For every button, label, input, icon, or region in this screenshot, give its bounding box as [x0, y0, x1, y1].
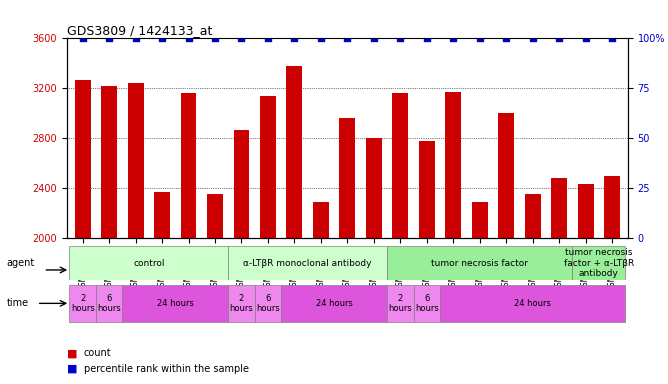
- Point: [554, 35, 564, 41]
- Bar: [207, 194, 223, 384]
- Text: 24 hours: 24 hours: [157, 299, 194, 308]
- Bar: [180, 93, 196, 384]
- Point: [395, 35, 405, 41]
- Bar: [419, 141, 435, 384]
- Bar: [578, 184, 593, 384]
- FancyBboxPatch shape: [69, 285, 96, 322]
- Text: 24 hours: 24 hours: [514, 299, 551, 308]
- Point: [130, 35, 141, 41]
- Point: [263, 35, 273, 41]
- FancyBboxPatch shape: [387, 247, 572, 280]
- FancyBboxPatch shape: [413, 285, 440, 322]
- FancyBboxPatch shape: [281, 285, 387, 322]
- Point: [474, 35, 485, 41]
- FancyBboxPatch shape: [96, 285, 122, 322]
- FancyBboxPatch shape: [440, 285, 625, 322]
- Bar: [287, 66, 303, 384]
- Bar: [313, 202, 329, 384]
- Text: 2
hours: 2 hours: [388, 294, 412, 313]
- Point: [183, 35, 194, 41]
- FancyBboxPatch shape: [255, 285, 281, 322]
- Text: tumor necrosis factor: tumor necrosis factor: [432, 258, 528, 268]
- Bar: [339, 118, 355, 384]
- FancyBboxPatch shape: [228, 247, 387, 280]
- Text: agent: agent: [7, 258, 35, 268]
- Text: percentile rank within the sample: percentile rank within the sample: [84, 364, 248, 374]
- FancyBboxPatch shape: [69, 247, 228, 280]
- Text: 6
hours: 6 hours: [98, 294, 121, 313]
- Point: [342, 35, 353, 41]
- Point: [580, 35, 591, 41]
- FancyBboxPatch shape: [122, 285, 228, 322]
- Point: [210, 35, 220, 41]
- Bar: [392, 93, 408, 384]
- Text: time: time: [7, 298, 29, 308]
- Bar: [260, 96, 276, 384]
- Point: [369, 35, 379, 41]
- Point: [77, 35, 88, 41]
- Bar: [366, 138, 382, 384]
- FancyBboxPatch shape: [228, 285, 255, 322]
- Text: α-LTβR monoclonal antibody: α-LTβR monoclonal antibody: [243, 258, 372, 268]
- FancyBboxPatch shape: [387, 285, 413, 322]
- Point: [501, 35, 512, 41]
- Text: tumor necrosis
factor + α-LTβR
antibody: tumor necrosis factor + α-LTβR antibody: [564, 248, 634, 278]
- Bar: [128, 83, 144, 384]
- Bar: [524, 194, 540, 384]
- Text: ■: ■: [67, 348, 77, 358]
- FancyBboxPatch shape: [572, 247, 625, 280]
- Bar: [551, 178, 567, 384]
- Text: count: count: [84, 348, 111, 358]
- Text: 24 hours: 24 hours: [316, 299, 353, 308]
- Point: [104, 35, 114, 41]
- Text: 2
hours: 2 hours: [230, 294, 253, 313]
- Bar: [75, 79, 91, 384]
- Text: 6
hours: 6 hours: [256, 294, 280, 313]
- Text: control: control: [133, 258, 164, 268]
- Bar: [498, 113, 514, 384]
- Bar: [234, 129, 249, 384]
- Point: [315, 35, 326, 41]
- Bar: [102, 86, 117, 384]
- Point: [607, 35, 617, 41]
- Point: [236, 35, 247, 41]
- Text: GDS3809 / 1424133_at: GDS3809 / 1424133_at: [67, 24, 212, 37]
- Point: [289, 35, 300, 41]
- Bar: [154, 192, 170, 384]
- Point: [448, 35, 458, 41]
- Bar: [446, 92, 461, 384]
- Text: 6
hours: 6 hours: [415, 294, 439, 313]
- Text: ■: ■: [67, 364, 77, 374]
- Point: [157, 35, 168, 41]
- Point: [527, 35, 538, 41]
- Bar: [604, 176, 620, 384]
- Bar: [472, 202, 488, 384]
- Point: [422, 35, 432, 41]
- Text: 2
hours: 2 hours: [71, 294, 95, 313]
